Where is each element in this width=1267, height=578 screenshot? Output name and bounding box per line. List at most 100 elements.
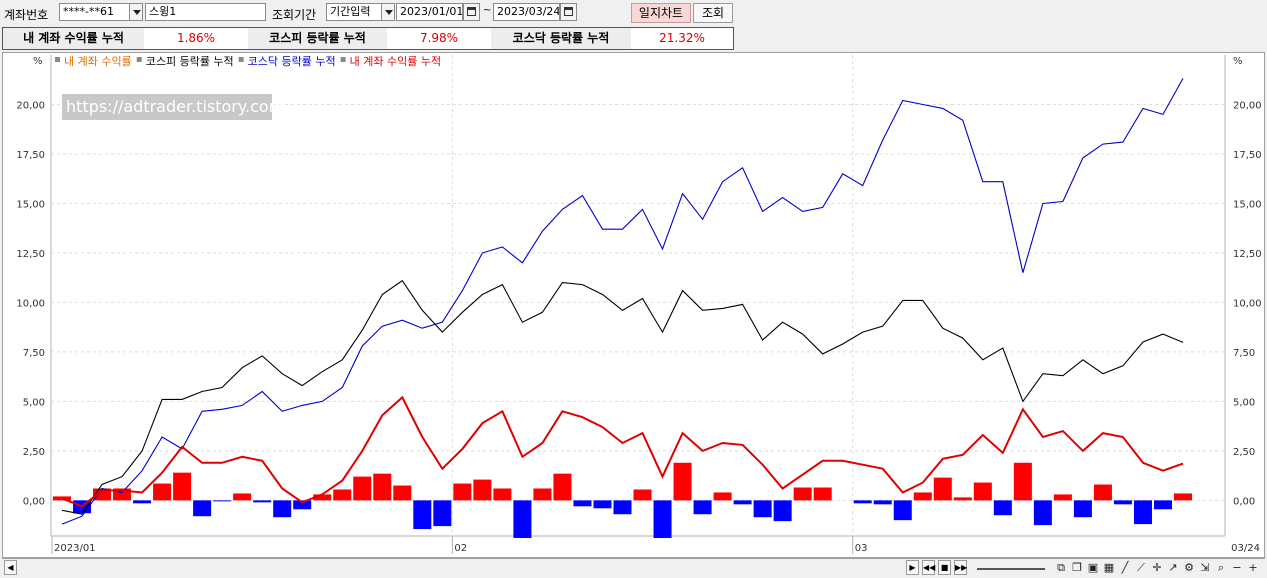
calendar-icon [564,7,573,16]
period-mode-select[interactable]: 기간입력 [326,3,382,21]
query-toolbar: 계좌번호 ****-**61 스윙1 조회기간 기간입력 2023/01/01 … [0,0,1267,26]
date-separator: ~ [483,5,492,16]
y-tick-label-left: 15,00 [16,199,45,210]
bar-negative [193,500,212,517]
bar-negative [1033,500,1052,526]
kosdaq-label: 코스닥 등락률 누적 [491,28,631,49]
bar-positive [793,487,812,501]
bar-positive [93,488,112,501]
y-tick-label-right: 0,00 [1233,496,1255,507]
zoom-out-icon[interactable]: − [1232,561,1242,574]
legend-marker [55,57,60,62]
bar-negative [513,500,532,538]
y-tick-label-right: 15,00 [1233,199,1262,210]
settings-icon[interactable]: ⚙ [1184,561,1194,574]
y-tick-label-right: 5,00 [1233,397,1255,408]
y-unit-label-left: % [33,56,43,67]
bar-negative [1113,500,1132,505]
y-tick-label-left: 12,50 [16,249,45,260]
trend-icon[interactable]: ⟋ [1137,561,1145,574]
my-cumulative-line [61,395,1184,508]
play-icon[interactable]: ▶▶ [954,560,967,575]
crosshair-icon[interactable]: ✛ [1152,561,1162,574]
period-mode-dropdown-button[interactable] [381,3,395,21]
kospi-label: 코스피 등락률 누적 [248,28,387,49]
y-tick-label-right: 10,00 [1233,298,1262,309]
y-tick-label-left: 20,00 [16,100,45,111]
kospi-line [61,279,1184,515]
bar-positive [673,462,692,501]
copy-icon[interactable]: ⧉ [1057,561,1065,574]
date-from-field[interactable]: 2023/01/01 [396,3,463,21]
bar-negative [253,500,272,503]
y-tick-label-left: 7,50 [23,348,45,359]
stop-icon[interactable]: ■ [938,560,951,575]
date-to-field[interactable]: 2023/03/24 [493,3,560,21]
bar-positive [973,482,992,501]
bar-positive [393,485,412,501]
bar-positive [113,488,132,501]
zoom-slider[interactable] [977,560,1045,570]
bar-negative [293,500,312,510]
bar-negative [573,500,592,507]
bar-negative [693,500,712,515]
x-tick-label: 2023/01 [54,543,96,554]
legend-label: 내 계좌 수익률 누적 [350,55,441,68]
bar-negative [613,500,632,515]
export-icon[interactable]: ⇲ [1200,561,1210,574]
layers-icon[interactable]: ❐ [1072,561,1082,574]
bar-negative [133,500,152,504]
window-icon[interactable]: ▣ [1087,561,1099,574]
bar-positive [553,473,572,501]
chart-area[interactable]: 20,00 20,00 17,50 17,50 15,00 15,00 12,50 12,50… [2,52,1265,558]
account-dropdown-button[interactable] [129,3,143,21]
scroll-right-button[interactable]: ▶ [906,560,919,575]
grid-icon[interactable]: ▦ [1103,561,1115,574]
bar-positive [1013,462,1032,501]
x-tick-label: 03 [855,543,868,554]
my-return-label: 내 계좌 수익률 누적 [3,28,144,49]
legend-marker [136,57,142,62]
bar-negative [593,500,612,509]
line-tool-icon[interactable]: ╱ [1121,561,1129,574]
my-return-value: 1.86% [176,31,216,45]
legend-label: 코스닥 등락률 누적 [248,55,336,68]
x-tick-label: 02 [454,543,467,554]
bar-positive [353,476,372,501]
legend-marker [238,57,244,62]
bar-positive [453,483,472,501]
query-button[interactable]: 조회 [693,3,733,23]
bar-positive [933,477,952,501]
bar-negative [273,500,292,518]
y-tick-label-right: 2,50 [1233,447,1255,458]
y-tick-label-right: 12,50 [1233,249,1262,260]
bar-positive [493,488,512,501]
measure-icon[interactable]: ↗ [1168,561,1178,574]
bar-negative [1133,500,1152,525]
daily-chart-button[interactable]: 일지차트 [631,3,691,23]
calendar-icon [467,7,476,16]
bar-positive [373,473,392,501]
x-tick-label: 03/24 [1231,543,1260,554]
search-icon[interactable]: ⌕ [1217,561,1225,574]
bar-positive [1093,484,1112,501]
jump-start-icon[interactable]: ◀◀ [922,560,935,575]
zoom-in-icon[interactable]: + [1248,561,1258,574]
date-to-calendar-button[interactable] [560,3,577,21]
account-name-field[interactable]: 스윙1 [145,3,266,21]
legend-label: 코스피 등락률 누적 [146,55,234,68]
legend-marker [340,57,346,62]
kosdaq-line [61,78,1184,525]
bar-negative [1073,500,1092,518]
scroll-left-button[interactable]: ◀ [4,560,17,575]
date-from-calendar-button[interactable] [463,3,480,21]
bar-negative [773,500,792,522]
chart-scrollbar[interactable]: ◀ ▶ ◀◀ ■ ▶▶ ⧉ ❐ ▣ ▦ ╱ ⟋ ✛ ↗ ⚙ ⇲ ⌕ − + [2,558,1265,576]
account-number-field[interactable]: ****-**61 [59,3,130,21]
bar-positive [52,496,72,501]
kospi-value: 7.98% [419,31,459,45]
bar-negative [853,500,872,504]
bar-negative [873,500,892,505]
performance-chart: 20,00 20,00 17,50 17,50 15,00 15,00 12,50 12,50… [16,55,1262,554]
bar-positive [533,488,552,501]
